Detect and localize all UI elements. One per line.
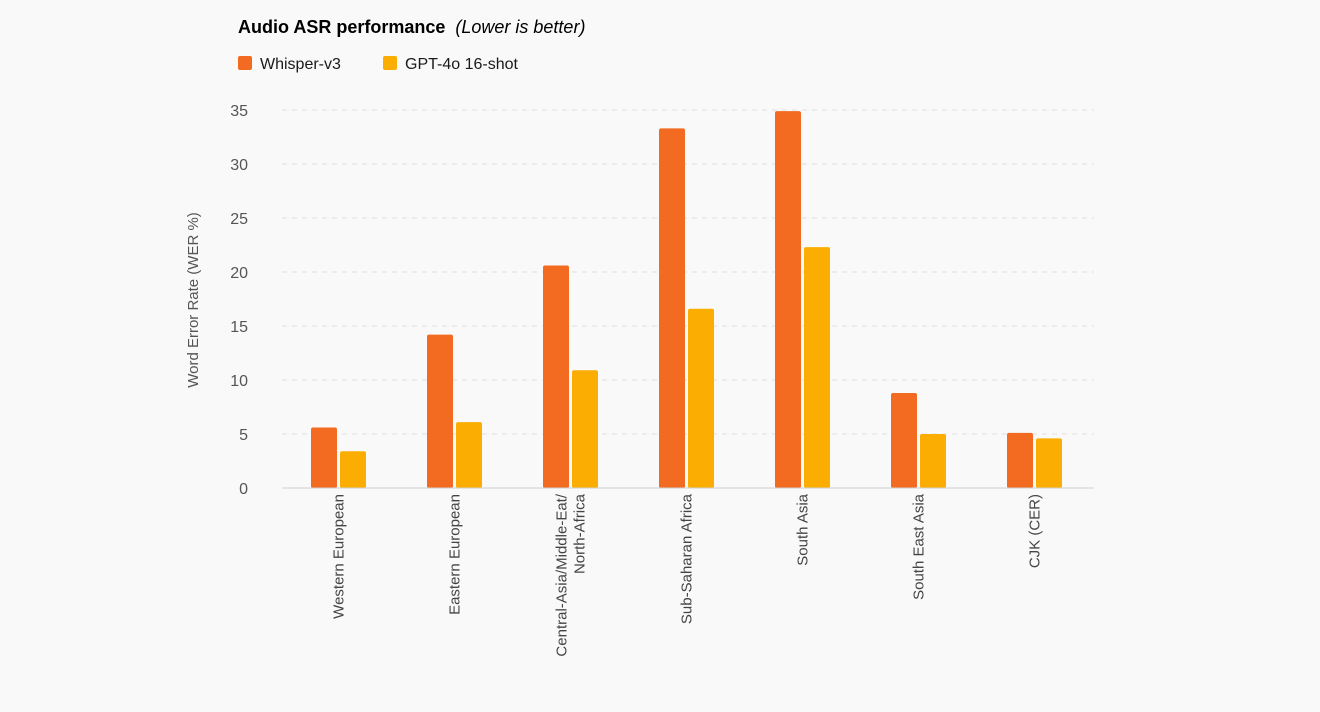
x-tick-label-1: Western European [331,494,348,619]
bars [311,111,1062,489]
y-tick-25: 25 [230,211,248,228]
bar-gpt4o-1 [340,451,366,488]
y-tick-30: 30 [230,157,248,174]
bar-whisper-2 [427,334,453,488]
chart-title: Audio ASR performance (Lower is better) [238,17,585,37]
bar-whisper-1 [311,427,337,488]
y-axis-label: Word Error Rate (WER %) [185,212,202,388]
legend-label-1: Whisper-v3 [260,56,341,73]
x-tick-label-2: Eastern European [447,494,464,615]
y-tick-0: 0 [239,481,248,498]
bar-gpt4o-6 [920,434,946,488]
y-axis-ticks: 0 5 10 15 20 25 30 35 [230,103,248,498]
bar-whisper-4 [659,128,685,489]
bar-gpt4o-4 [688,308,714,488]
y-tick-5: 5 [239,427,248,444]
x-tick-label-5: South Asia [795,493,812,565]
bar-gpt4o-2 [456,422,482,488]
x-tick-label-3: Central-Asia/Middle-Eat/North-Africa [554,493,589,656]
legend-swatch-1 [238,56,252,70]
bar-gpt4o-3 [572,370,598,488]
bar-whisper-6 [891,392,917,488]
y-tick-15: 15 [230,319,248,336]
x-tick-label-4: Sub-Saharan Africa [679,493,696,624]
chart-subtitle: (Lower is better) [455,17,585,37]
bar-whisper-3 [543,265,569,488]
bar-whisper-7 [1007,432,1033,488]
y-tick-20: 20 [230,265,248,282]
x-axis-labels: Western European Eastern European Central-… [331,493,1044,656]
bar-gpt4o-5 [804,247,830,488]
legend-swatch-2 [383,56,397,70]
legend: Whisper-v3 GPT-4o 16-shot [238,56,519,73]
y-tick-10: 10 [230,373,248,390]
legend-label-2: GPT-4o 16-shot [405,56,519,73]
x-tick-label-6: South East Asia [911,493,928,600]
bar-gpt4o-7 [1036,438,1062,488]
x-tick-label-7: CJK (CER) [1027,494,1044,568]
chart-title-main: Audio ASR performance [238,17,445,37]
y-tick-35: 35 [230,103,248,120]
bar-whisper-5 [775,111,801,488]
